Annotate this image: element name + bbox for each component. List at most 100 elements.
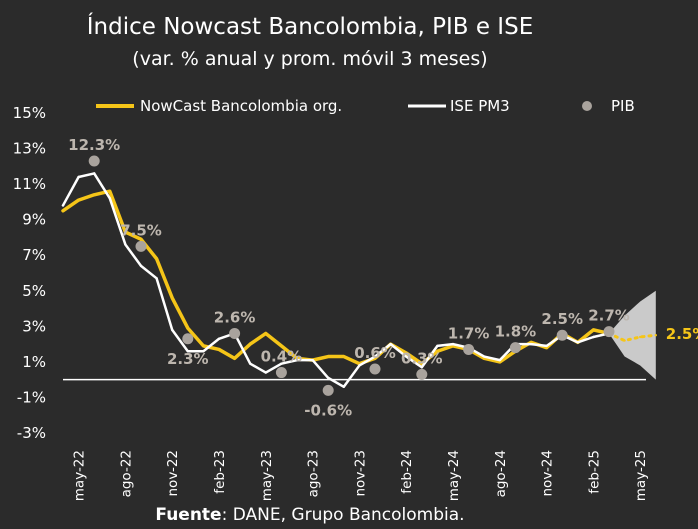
source-text: : DANE, Grupo Bancolombia.: [221, 505, 465, 525]
point-ise-pm3: [405, 355, 408, 358]
chart-subtitle: (var. % anual y prom. móvil 3 meses): [132, 48, 488, 70]
y-tick-label: -1%: [17, 388, 46, 406]
point-nowcast-bancolombia-org: [233, 357, 236, 360]
pib-data-label: 1.8%: [495, 323, 537, 341]
x-tick-label: feb-25: [586, 450, 602, 494]
pib-point: [135, 240, 147, 252]
x-tick-label: ago-24: [493, 450, 509, 497]
point-nowcast-bancolombia-org: [202, 344, 205, 348]
point-proyeccion: [654, 334, 657, 337]
point-nowcast-bancolombia-org: [108, 190, 112, 193]
point-nowcast-bancolombia-org: [93, 193, 96, 196]
y-tick-label: -3%: [17, 424, 46, 442]
point-ise-pm3: [389, 342, 392, 346]
point-ise-pm3: [311, 358, 314, 362]
pib-data-label: 1.7%: [448, 324, 490, 342]
series-line-proyeccion: [607, 331, 658, 343]
pib-point: [416, 368, 428, 380]
series-line-ise-pm3: [61, 172, 611, 389]
y-tick-label: 1%: [22, 353, 46, 371]
point-ise-pm3: [436, 344, 439, 348]
x-axis: may-22 ago-22 nov-22 feb-23 may-23 ago-23 nov-…: [72, 450, 650, 500]
x-tick-label: may-24: [446, 450, 462, 500]
point-nowcast-bancolombia-org: [405, 351, 408, 355]
point-ise-pm3: [264, 371, 267, 374]
point-ise-pm3: [483, 355, 486, 358]
point-ise-pm3: [451, 342, 455, 346]
point-nowcast-bancolombia-org: [327, 355, 330, 358]
legend-swatch-pib: [582, 101, 592, 111]
point-ise-pm3: [280, 362, 283, 365]
point-nowcast-bancolombia-org: [61, 209, 65, 212]
source-label: Fuente: [155, 505, 222, 525]
pib-data-label: 2.3%: [167, 350, 209, 368]
x-tick-label: feb-24: [399, 450, 415, 494]
legend-label-nowcast: NowCast Bancolombia org.: [140, 97, 342, 115]
point-nowcast-bancolombia-org: [249, 342, 252, 346]
y-tick-label: 5%: [22, 282, 46, 300]
point-ise-pm3: [124, 243, 127, 246]
chart-title: Índice Nowcast Bancolombia, PIB e ISE: [86, 14, 534, 40]
point-nowcast-bancolombia-org: [436, 350, 439, 353]
y-tick-label: 15%: [13, 104, 46, 122]
point-nowcast-bancolombia-org: [124, 230, 127, 234]
point-proyeccion: [639, 335, 642, 339]
pib-point: [182, 333, 194, 345]
point-ise-pm3: [498, 358, 501, 362]
pib-point: [88, 155, 100, 167]
point-ise-pm3: [249, 362, 252, 365]
pib-point: [322, 384, 334, 396]
y-axis: 15% 13% 11% 9% 7% 5% 3% 1% -1% -3%: [13, 104, 46, 442]
legend-label-ise: ISE PM3: [450, 97, 510, 115]
x-tick-label: may-25: [633, 450, 649, 500]
x-tick-label: may-22: [72, 450, 88, 500]
point-ise-pm3: [373, 355, 377, 358]
pib-data-label: -0.6%: [304, 401, 352, 419]
pib-point: [229, 327, 241, 339]
x-tick-label: feb-23: [212, 450, 228, 494]
point-ise-pm3: [171, 328, 174, 332]
point-nowcast-bancolombia-org: [420, 362, 423, 365]
point-ise-pm3: [420, 366, 423, 369]
point-ise-pm3: [139, 264, 143, 268]
pib-data-label: 0.3%: [401, 349, 443, 367]
point-nowcast-bancolombia-org: [155, 257, 158, 260]
point-ise-pm3: [77, 175, 80, 179]
y-tick-label: 13%: [13, 140, 46, 158]
pib-point: [369, 363, 381, 375]
point-proyeccion: [623, 339, 626, 342]
x-tick-label: nov-22: [165, 450, 181, 497]
point-ise-pm3: [529, 342, 533, 346]
point-ise-pm3: [295, 358, 299, 362]
y-tick-label: 7%: [22, 246, 46, 264]
point-nowcast-bancolombia-org: [77, 198, 80, 202]
end-value-label: 2.5%: [666, 325, 698, 343]
pib-data-label: 7.5%: [120, 221, 162, 239]
x-tick-label: may-23: [259, 450, 275, 500]
point-ise-pm3: [61, 204, 65, 207]
point-ise-pm3: [592, 335, 595, 339]
legend: NowCast Bancolombia org. ISE PM3 PIB: [96, 97, 635, 115]
point-nowcast-bancolombia-org: [139, 238, 143, 241]
point-ise-pm3: [93, 172, 96, 175]
x-tick-label: ago-23: [306, 450, 322, 497]
point-nowcast-bancolombia-org: [342, 355, 345, 358]
plot-area: 12.3% 7.5% 2.3% 2.6% 0.4% -0.6% 0.6% 0.3% 1.7% 1.…: [61, 136, 698, 419]
pib-point: [463, 343, 475, 355]
point-nowcast-bancolombia-org: [171, 296, 174, 300]
pib-point: [603, 326, 615, 338]
point-nowcast-bancolombia-org: [280, 344, 283, 348]
point-nowcast-bancolombia-org: [498, 360, 501, 364]
pib-data-label: 2.6%: [214, 308, 256, 326]
line-chart: NowCast Bancolombia org. ISE PM3 PIB 15%…: [13, 97, 698, 500]
pib-point: [556, 329, 568, 341]
projection-band: [609, 290, 656, 380]
point-ise-pm3: [327, 376, 330, 380]
x-tick-label: nov-23: [352, 450, 368, 497]
point-nowcast-bancolombia-org: [217, 348, 221, 351]
point-ise-pm3: [342, 385, 345, 388]
pib-data-label: 2.7%: [588, 307, 630, 325]
point-nowcast-bancolombia-org: [186, 326, 189, 330]
point-ise-pm3: [155, 277, 158, 280]
point-nowcast-bancolombia-org: [592, 328, 595, 332]
